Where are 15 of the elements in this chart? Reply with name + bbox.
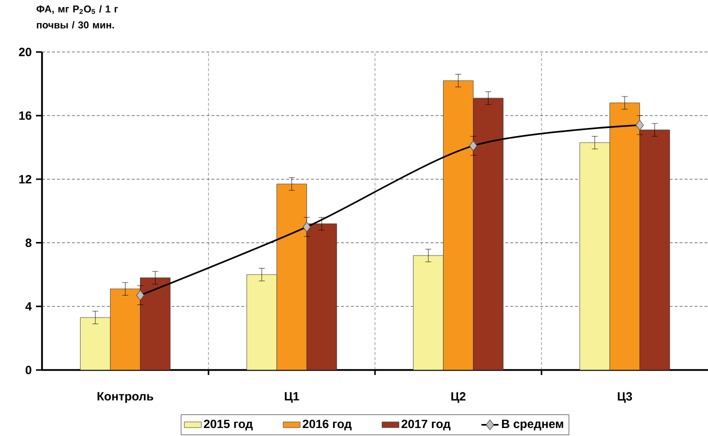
- y-tick-label: 4: [25, 302, 32, 310]
- y-tick-label: 20: [18, 48, 32, 56]
- x-tick-label: Ц1: [284, 392, 300, 403]
- x-tick-label: Ц2: [451, 392, 466, 403]
- legend-label: 2017 год: [402, 420, 450, 430]
- y-tick-label: 16: [19, 111, 32, 120]
- legend-label: В среднем: [502, 420, 564, 430]
- y-axis-title: ФА, мг P$_{2}$O$_{5}$ / 1 г почвы / 30 мин.: [36, 5, 118, 29]
- legend-label: 2015 год: [204, 420, 253, 430]
- y-tick-label: 8: [26, 238, 32, 248]
- legend-label: 2016 год: [302, 420, 352, 430]
- y-tick-label: 0: [26, 366, 32, 374]
- y-tick-label: 12: [19, 175, 32, 184]
- x-tick-label: Ц3: [618, 392, 632, 403]
- x-tick-label: Контроль: [98, 392, 154, 403]
